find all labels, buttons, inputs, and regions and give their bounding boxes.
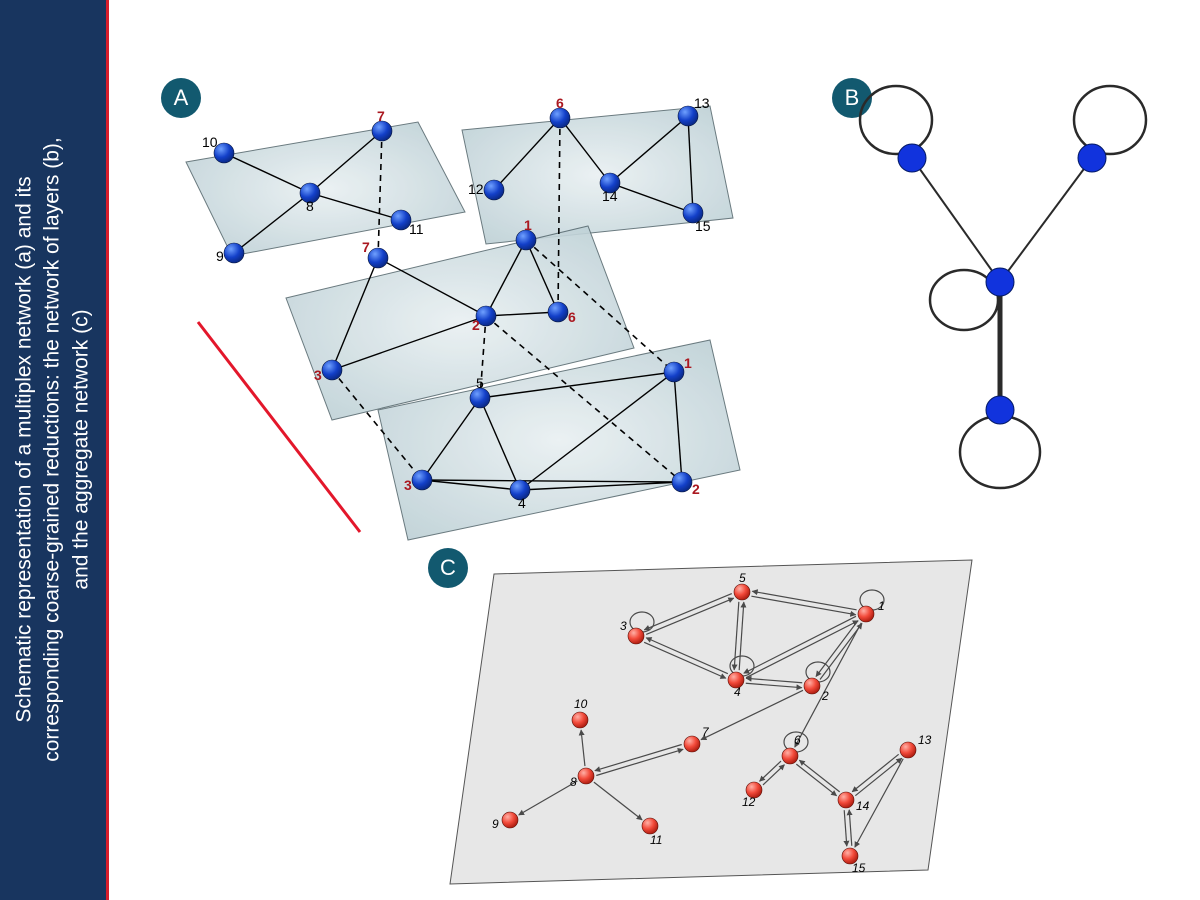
svg-text:14: 14 (602, 188, 618, 204)
caption-line1: Schematic representation of a multiplex … (12, 177, 35, 723)
badge-b: B (832, 78, 872, 118)
svg-text:4: 4 (518, 495, 526, 511)
svg-text:8: 8 (306, 198, 314, 214)
svg-text:15: 15 (695, 218, 711, 234)
svg-text:15: 15 (852, 861, 866, 875)
caption-line3: and the aggregate network (c) (69, 310, 92, 590)
svg-text:14: 14 (856, 799, 870, 813)
svg-text:11: 11 (409, 221, 424, 237)
svg-text:2: 2 (821, 689, 829, 703)
svg-text:13: 13 (918, 733, 932, 747)
svg-text:3: 3 (314, 367, 322, 383)
svg-text:2: 2 (692, 481, 700, 497)
svg-text:1: 1 (878, 599, 885, 613)
svg-text:5: 5 (739, 571, 746, 585)
svg-text:12: 12 (742, 795, 756, 809)
badge-c: C (428, 548, 468, 588)
svg-text:7: 7 (702, 725, 710, 739)
svg-text:8: 8 (570, 775, 577, 789)
svg-text:6: 6 (794, 733, 801, 747)
svg-text:3: 3 (404, 477, 412, 493)
svg-text:6: 6 (568, 309, 576, 325)
svg-text:11: 11 (650, 833, 662, 847)
svg-text:6: 6 (556, 95, 564, 111)
svg-text:10: 10 (574, 697, 588, 711)
panel-c-svg: 513427610891112141315 (0, 0, 1200, 900)
svg-text:12: 12 (468, 181, 484, 197)
svg-text:3: 3 (620, 619, 627, 633)
svg-text:7: 7 (362, 239, 370, 255)
svg-text:1: 1 (684, 355, 692, 371)
panel-a-svg: 10789111261413157126351432 (0, 0, 1200, 900)
svg-text:7: 7 (377, 108, 385, 124)
svg-text:4: 4 (734, 685, 741, 699)
sidebar: Schematic representation of a multiplex … (0, 0, 109, 900)
sidebar-caption: Schematic representation of a multiplex … (0, 0, 106, 900)
panel-b-svg (0, 0, 1200, 900)
svg-text:9: 9 (492, 817, 499, 831)
svg-text:5: 5 (476, 375, 484, 391)
svg-text:2: 2 (472, 317, 480, 333)
svg-text:1: 1 (524, 217, 532, 233)
caption-line2: corresponding coarse-grained reductions:… (41, 138, 64, 762)
svg-text:13: 13 (694, 95, 710, 111)
badge-a: A (161, 78, 201, 118)
svg-text:9: 9 (216, 248, 224, 264)
svg-text:10: 10 (202, 134, 218, 150)
